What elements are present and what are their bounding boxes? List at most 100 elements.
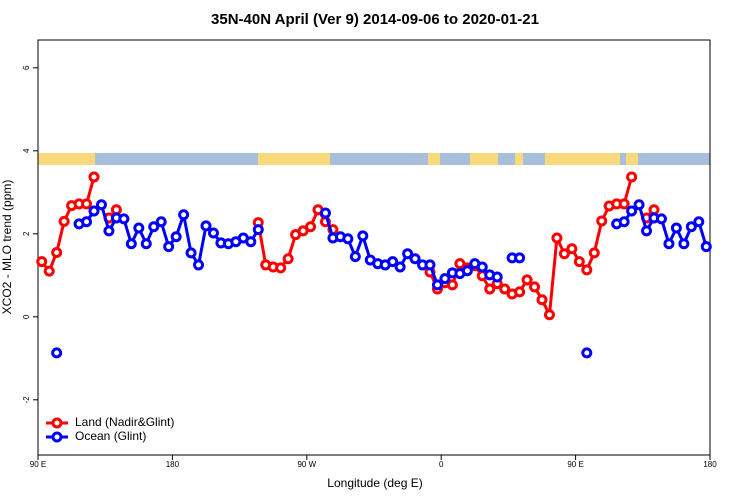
data-point (476, 261, 488, 273)
data-point (193, 259, 205, 271)
data-point (588, 247, 600, 259)
legend-marker (51, 431, 63, 443)
x-axis-label: Longitude (deg E) (327, 476, 422, 490)
data-point (514, 286, 526, 298)
data-point (305, 221, 317, 233)
data-point (88, 205, 100, 217)
data-point (148, 221, 160, 233)
data-point (678, 238, 690, 250)
data-point (163, 241, 175, 253)
x-tick-label: 90 E (30, 460, 46, 469)
data-point (342, 233, 354, 245)
data-point (693, 216, 705, 228)
data-point (178, 209, 190, 221)
data-point (81, 216, 93, 228)
land-band (428, 153, 440, 165)
y-tick-label: -2 (22, 396, 31, 404)
data-point (566, 243, 578, 255)
data-point (170, 231, 182, 243)
data-point (573, 256, 585, 268)
data-point (499, 283, 511, 295)
data-point (618, 198, 630, 210)
data-point (125, 238, 137, 250)
data-point (402, 248, 414, 260)
data-point (514, 252, 526, 264)
data-point (685, 221, 697, 233)
data-point (655, 213, 667, 225)
data-point (558, 248, 570, 260)
y-tick-label: 4 (22, 148, 31, 153)
data-point (95, 199, 107, 211)
data-point (185, 247, 197, 259)
data-point (245, 236, 257, 248)
data-point (140, 238, 152, 250)
data-point (581, 264, 593, 276)
x-tick-label: 180 (166, 460, 180, 469)
data-point (58, 215, 70, 227)
data-point (36, 256, 48, 268)
data-point (633, 199, 645, 211)
data-point (431, 279, 443, 291)
y-tick-label: 2 (22, 231, 31, 236)
data-point (670, 222, 682, 234)
y-tick-label: 0 (22, 314, 31, 319)
data-point (409, 253, 421, 265)
x-tick-label: 0 (439, 460, 444, 469)
data-point (155, 216, 167, 228)
data-point (484, 283, 496, 295)
data-point (88, 171, 100, 183)
x-tick-label: 90 W (297, 460, 316, 469)
data-point (626, 205, 638, 217)
land-band (258, 153, 330, 165)
x-tick-label: 90 E (567, 460, 583, 469)
land-band (545, 153, 620, 165)
land-band (626, 153, 638, 165)
y-axis-label: XCO2 - MLO trend (ppm) (0, 180, 14, 315)
data-point (618, 216, 630, 228)
data-point (349, 251, 361, 263)
data-point (118, 213, 130, 225)
data-point (424, 259, 436, 271)
data-point (626, 171, 638, 183)
data-point (252, 224, 264, 236)
data-point (461, 265, 473, 277)
land-mask-band (38, 153, 710, 165)
land-band (470, 153, 498, 165)
data-point (581, 347, 593, 359)
data-point (43, 265, 55, 277)
legend-label: Ocean (Glint) (75, 429, 146, 443)
data-point (394, 261, 406, 273)
land-band (38, 153, 95, 165)
data-point (319, 207, 331, 219)
data-point (200, 220, 212, 232)
data-point (663, 238, 675, 250)
data-point (439, 273, 451, 285)
data-point (551, 232, 563, 244)
data-point (207, 227, 219, 239)
ocean-band (38, 153, 710, 165)
data-point (387, 256, 399, 268)
data-point (596, 215, 608, 227)
data-point (521, 274, 533, 286)
legend-marker (51, 417, 63, 429)
data-point (275, 262, 287, 274)
data-point (491, 271, 503, 283)
x-tick-label: 180 (703, 460, 717, 469)
chart-title: 35N-40N April (Ver 9) 2014-09-06 to 2020… (211, 11, 539, 28)
data-point (51, 347, 63, 359)
legend-label: Land (Nadir&Glint) (75, 415, 174, 429)
y-tick-label: 6 (22, 65, 31, 70)
data-point (543, 309, 555, 321)
data-point (700, 241, 712, 253)
data-point (357, 230, 369, 242)
data-point (133, 222, 145, 234)
data-point (641, 225, 653, 237)
data-point (536, 294, 548, 306)
data-point (81, 198, 93, 210)
data-point (282, 253, 294, 265)
land-band (515, 153, 523, 165)
data-point (103, 225, 115, 237)
data-point (446, 279, 458, 291)
